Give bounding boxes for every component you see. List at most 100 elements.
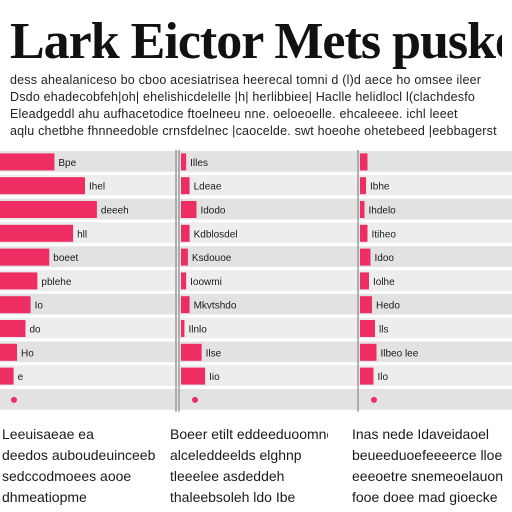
bar-label: Iolhe [373,277,395,288]
bar-label: Idoo [375,253,395,264]
bar [0,224,74,242]
footer-line: sedccodmoees aooe [2,468,132,484]
bar [0,320,26,337]
row-band [178,317,356,339]
bar [0,272,38,290]
bar-label: Hedo [376,301,400,312]
bar-label: do [30,325,42,336]
bar [360,320,375,337]
row-band [356,341,512,363]
bar [181,296,190,314]
bar [360,367,374,385]
bar-chart-3: Ibhe Ihdelo Itiheo Idoo Iolhe Hedo lls Ilbeo le… [356,150,512,412]
bar-label: Illes [190,158,208,169]
bar-chart-2: Illes Ldeae Idodo Kdblosdel Ksdouoe Ioowmi Mkv… [178,150,356,412]
row-band [178,365,356,386]
row-band [178,293,356,315]
bar [181,248,188,266]
row-band [356,389,512,410]
row-band [356,198,512,220]
bar [360,201,365,218]
row-band [178,222,356,244]
bar-label: hll [77,229,87,240]
row-band [0,389,178,410]
bar [360,177,366,195]
row-band [356,293,512,315]
bar-label: deeeh [101,206,129,217]
footer-line: beueeduoefeeeerce lloe [352,447,503,463]
bar-label: Ilnlo [188,325,207,336]
row-band [178,198,356,220]
bar [0,367,14,385]
intro-paragraph: dess ahealaniceso bo cboo acesiatrisea h… [10,72,502,140]
bar-label: Idodo [200,206,225,217]
marker-dot [371,396,377,403]
bar-label: pblehe [41,277,71,288]
row-band [356,270,512,291]
bar-chart-1: Bpe Ihel deeeh hll boeet pblehe Io do Ho e [0,150,178,412]
bar-label: Ibhe [370,182,390,193]
bar-label: Ilse [206,348,222,359]
chart-panels: Bpe Ihel deeeh hll boeet pblehe Io do Ho e Illes L… [0,150,512,412]
bar [360,272,369,290]
bar [181,272,187,290]
row-band [0,365,178,386]
row-band [0,293,178,315]
row-band [356,317,512,339]
footer-note-2: Boeer etilt eddeeduoomne alceleddeelds e… [170,424,328,508]
bar-label: e [18,372,24,383]
bar [0,201,97,218]
bar-label: boeet [53,253,78,264]
bar-label: Ldeae [194,182,222,193]
bar [0,296,31,314]
bar [181,177,190,195]
bar-label: Itiheo [372,229,397,240]
marker-dot [192,396,198,403]
page-title: Lark Eictor Mets pusker [10,14,502,70]
footer-note-3: Inas nede Idaveidaoel beueeduoefeeeerce … [352,424,510,508]
footer-line: tleeelee asdeddeh [170,468,285,484]
bar [0,248,50,266]
bar [181,367,206,385]
footer-note-1: Leeuisaeae ea deedos auboudeuinceeb sedc… [2,424,160,508]
bar-label: Mkvtshdo [194,301,237,312]
bar [181,320,185,337]
bar [360,224,368,242]
footer-line: thaleebsoleh ldo Ibe [170,489,296,505]
bar [0,343,17,361]
row-band [178,341,356,363]
bar-label: Ioowmi [190,277,222,288]
row-band [356,222,512,244]
bar-label: lls [379,325,388,336]
bar-label: Ihel [89,182,105,193]
bar [360,153,368,171]
bar [360,343,377,361]
bar [181,201,197,218]
row-band [0,341,178,363]
row-band [356,365,512,386]
row-band [178,151,356,172]
bar [181,224,190,242]
row-band [0,317,178,339]
bar [0,153,55,171]
intro-line: Dsdo ehadecobfeh|oh| ehelishicdelelle |h… [10,90,476,104]
bar-label: Ihdelo [369,206,397,217]
footer-line: fooe doee mad gioecke [352,489,498,505]
bar [360,296,372,314]
footer-line: eeeoetre snemeoelauon [352,468,504,484]
bar-label: Iio [209,372,220,383]
row-band [178,270,356,291]
bar-label: Kdblosdel [194,229,238,240]
footer-line: Leeuisaeae ea [2,426,94,442]
row-band [178,389,356,410]
row-band [178,246,356,267]
bar [360,248,371,266]
chart-panel-2: Illes Ldeae Idodo Kdblosdel Ksdouoe Ioowmi Mkv… [178,150,356,412]
chart-panel-3: Ibhe Ihdelo Itiheo Idoo Iolhe Hedo lls Ilbeo le… [356,150,512,412]
footer-line: Inas nede Idaveidaoel [352,426,489,442]
bar-label: Ho [21,348,34,359]
footer-line: Boeer etilt eddeeduoomne [170,426,328,442]
bar-label: Bpe [58,158,76,169]
footer-line: dhmeatiopme [2,489,87,505]
intro-line: Eleadgeddl ahu aufhacetodice ftoelneeu n… [10,107,458,121]
